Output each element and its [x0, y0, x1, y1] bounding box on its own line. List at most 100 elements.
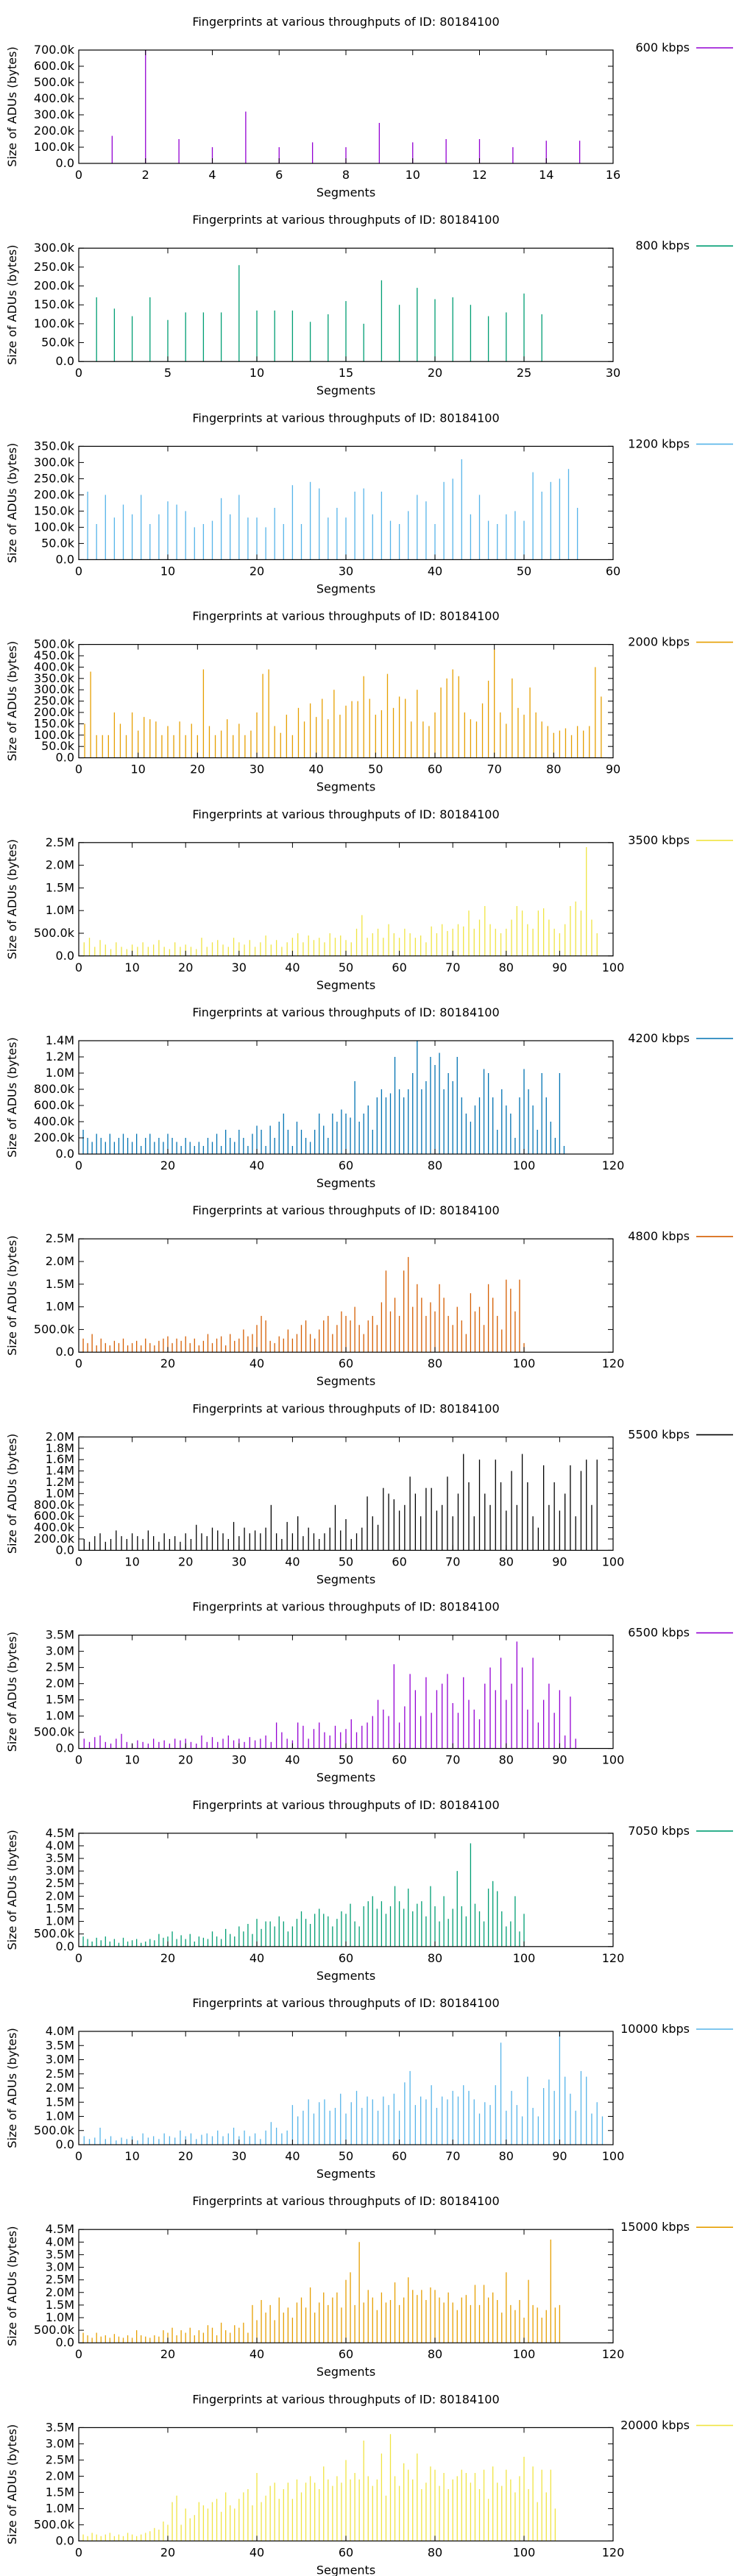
- x-tick-label: 100: [513, 2347, 536, 2361]
- x-axis-label: Segments: [316, 2365, 375, 2379]
- x-tick-label: 100: [513, 1158, 536, 1172]
- y-axis-label: Size of ADUs (bytes): [5, 1830, 19, 1950]
- y-tick-label: 500.0k: [34, 2123, 75, 2137]
- x-tick-label: 100: [602, 2149, 625, 2163]
- y-tick-label: 1.4M: [46, 1033, 74, 1047]
- x-tick-label: 0: [75, 2149, 82, 2163]
- y-axis-label: Size of ADUs (bytes): [5, 1434, 19, 1554]
- y-tick-label: 700.0k: [34, 43, 75, 57]
- y-tick-label: 1.2M: [46, 1050, 74, 1064]
- y-tick-label: 0.0: [56, 1147, 74, 1161]
- x-tick-label: 5: [164, 366, 171, 380]
- legend-label: 15000 kbps: [620, 2220, 690, 2234]
- x-tick-label: 0: [75, 168, 82, 182]
- x-tick-label: 30: [232, 1753, 247, 1767]
- x-tick-label: 40: [308, 762, 323, 776]
- y-tick-label: 1.5M: [46, 2485, 74, 2499]
- y-tick-label: 200.0k: [34, 1532, 75, 1546]
- chart-title: Fingerprints at various throughputs of I…: [192, 213, 499, 227]
- y-tick-label: 300.0k: [34, 241, 75, 255]
- y-tick-label: 450.0k: [34, 648, 75, 662]
- x-tick-label: 10: [124, 1554, 139, 1568]
- x-tick-label: 40: [250, 1158, 264, 1172]
- y-tick-label: 0.0: [56, 156, 74, 170]
- x-tick-label: 120: [602, 2347, 625, 2361]
- x-tick-label: 30: [606, 366, 620, 380]
- x-tick-label: 0: [75, 1951, 82, 1965]
- x-tick-label: 120: [602, 1158, 625, 1172]
- chart-panel: Fingerprints at various throughputs of I…: [5, 1203, 733, 1388]
- y-tick-label: 2.0M: [46, 2285, 74, 2299]
- y-tick-label: 500.0k: [34, 1725, 75, 1739]
- y-tick-label: 2.5M: [46, 2067, 74, 2081]
- y-tick-label: 200.0k: [34, 705, 75, 719]
- x-tick-label: 120: [602, 1356, 625, 1370]
- y-tick-label: 250.0k: [34, 694, 75, 708]
- legend-label: 1200 kbps: [628, 436, 690, 450]
- x-tick-label: 80: [428, 2347, 442, 2361]
- y-tick-label: 500.0k: [34, 75, 75, 89]
- legend-label: 10000 kbps: [620, 2022, 690, 2036]
- chart-title: Fingerprints at various throughputs of I…: [192, 411, 499, 425]
- y-tick-label: 1.0M: [46, 903, 74, 917]
- x-axis-label: Segments: [316, 1572, 375, 1586]
- y-tick-label: 600.0k: [34, 1509, 75, 1523]
- y-tick-label: 2.5M: [46, 1231, 74, 1245]
- legend-label: 20000 kbps: [620, 2418, 690, 2432]
- x-tick-label: 20: [160, 1951, 175, 1965]
- x-tick-label: 0: [75, 1753, 82, 1767]
- y-tick-label: 0.0: [56, 2137, 74, 2151]
- x-tick-label: 40: [285, 960, 300, 974]
- x-tick-label: 100: [513, 1356, 536, 1370]
- x-tick-label: 40: [250, 1951, 264, 1965]
- x-tick-label: 70: [445, 960, 460, 974]
- y-tick-label: 500.0k: [34, 1322, 75, 1336]
- x-axis-label: Segments: [316, 383, 375, 397]
- y-tick-label: 500.0k: [34, 637, 75, 651]
- x-tick-label: 20: [160, 2545, 175, 2559]
- x-axis-label: Segments: [316, 2563, 375, 2576]
- y-tick-label: 800.0k: [34, 1082, 75, 1096]
- y-tick-label: 1.6M: [46, 1452, 74, 1466]
- y-tick-label: 1.5M: [46, 2095, 74, 2109]
- y-tick-label: 2.5M: [46, 835, 74, 849]
- legend-label: 5500 kbps: [628, 1427, 690, 1441]
- x-tick-label: 60: [392, 1753, 406, 1767]
- chart-panel: Fingerprints at various throughputs of I…: [5, 1996, 733, 2181]
- chart-panel: Fingerprints at various throughputs of I…: [5, 1798, 733, 1983]
- y-tick-label: 1.5M: [46, 1901, 74, 1915]
- x-tick-label: 60: [392, 1554, 406, 1568]
- chart-panel: Fingerprints at various throughputs of I…: [5, 609, 733, 794]
- x-tick-label: 10: [124, 960, 139, 974]
- y-tick-label: 3.0M: [46, 2436, 74, 2450]
- chart-title: Fingerprints at various throughputs of I…: [192, 1203, 499, 1217]
- y-tick-label: 2.0M: [46, 1254, 74, 1268]
- y-tick-label: 1.0M: [46, 2310, 74, 2324]
- x-tick-label: 15: [339, 366, 353, 380]
- y-tick-label: 3.5M: [46, 2420, 74, 2434]
- x-tick-label: 50: [339, 1554, 353, 1568]
- x-tick-label: 60: [339, 1356, 353, 1370]
- x-tick-label: 40: [285, 1753, 300, 1767]
- x-tick-label: 50: [368, 762, 383, 776]
- x-tick-label: 70: [445, 1753, 460, 1767]
- y-tick-label: 50.0k: [41, 536, 75, 550]
- y-axis-label: Size of ADUs (bytes): [5, 2424, 19, 2544]
- y-tick-label: 4.0M: [46, 2024, 74, 2038]
- y-tick-label: 0.0: [56, 1741, 74, 1755]
- y-tick-label: 400.0k: [34, 91, 75, 105]
- y-tick-label: 2.0M: [46, 1677, 74, 1691]
- y-tick-label: 2.0M: [46, 858, 74, 872]
- y-tick-label: 1.2M: [46, 1475, 74, 1489]
- y-tick-label: 4.0M: [46, 2234, 74, 2248]
- chart-title: Fingerprints at various throughputs of I…: [192, 609, 499, 623]
- x-tick-label: 60: [606, 564, 620, 578]
- y-tick-label: 350.0k: [34, 439, 75, 453]
- y-tick-label: 250.0k: [34, 471, 75, 485]
- x-axis-label: Segments: [316, 185, 375, 199]
- legend-label: 4200 kbps: [628, 1031, 690, 1045]
- y-tick-label: 1.0M: [46, 1300, 74, 1314]
- x-tick-label: 60: [339, 1951, 353, 1965]
- x-tick-label: 60: [339, 1158, 353, 1172]
